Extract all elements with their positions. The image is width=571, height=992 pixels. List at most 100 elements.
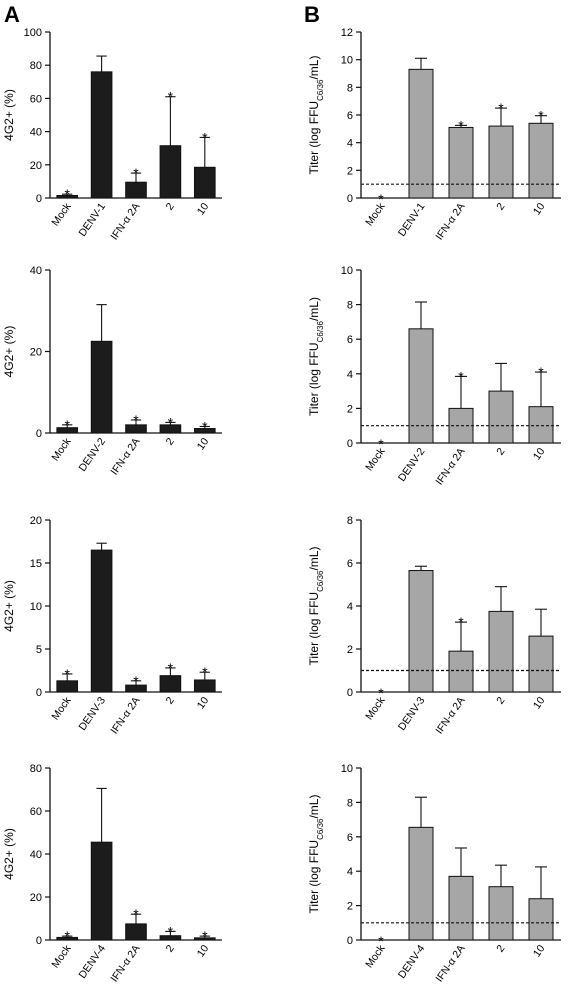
bar-DENV-2 [90,340,113,434]
panel-letter-b: B [304,2,320,27]
x-tick-label: 10 [531,446,548,463]
y-tick-label: 10 [341,55,353,67]
x-tick-label: IFN-α 2A [108,695,142,736]
y-tick-label: 0 [347,193,353,205]
x-tick-label: 2 [164,943,177,955]
x-tick-label: Mock [49,694,74,722]
significance-star: * [168,660,174,676]
y-tick-label: 40 [30,127,42,139]
x-tick-label: IFN-α 2A [433,201,467,242]
significance-star: * [498,100,504,116]
y-axis-title-end: /mL) [307,547,321,571]
x-tick-label: DENV-2 [396,446,428,484]
significance-star: * [133,412,139,428]
y-axis-title-main: Titer (log FFU [307,101,321,175]
y-tick-label: 10 [341,763,353,775]
x-tick-label: Mock [363,694,388,722]
y-tick-label: 2 [347,165,353,177]
x-tick-label: 10 [531,695,548,712]
y-tick-label: 8 [347,515,353,527]
x-tick-label: IFN-α 2A [433,446,467,487]
bar-10 [193,166,216,199]
x-tick-label: Mock [49,435,74,463]
y-tick-label: 2 [347,644,353,656]
y-axis-title: Titer (log FFUC6/36/mL) [307,547,325,666]
bar-2 [159,145,182,199]
x-tick-label: IFN-α 2A [108,943,142,984]
y-tick-label: 0 [347,687,353,699]
x-tick-label: Mock [363,445,388,473]
y-tick-label: 15 [30,558,42,570]
y-tick-label: 0 [347,935,353,947]
y-axis-title-main: 4G2+ (%) [2,828,16,880]
y-tick-label: 6 [347,334,353,346]
bar-IFN-α 2A [448,126,474,199]
bar-10 [528,406,554,444]
y-axis-title-main: Titer (log FFU [307,840,321,914]
x-tick-label: 2 [164,436,177,448]
y-axis-title: Titer (log FFUC6/36/mL) [307,795,325,914]
x-tick-label: IFN-α 2A [108,201,142,242]
x-tick-label: 2 [494,446,507,458]
significance-star: * [458,614,464,630]
y-axis-title: 4G2+ (%) [2,828,16,880]
y-axis-title: Titer (log FFUC6/36/mL) [307,297,325,416]
bar-2 [488,125,514,199]
bar-DENV-1 [408,68,434,199]
y-tick-label: 20 [30,347,42,359]
bar-10 [193,679,216,693]
y-tick-label: 2 [347,403,353,415]
x-tick-label: DENV-4 [76,943,108,981]
y-tick-label: 8 [347,300,353,312]
y-tick-label: 4 [347,601,353,613]
y-tick-label: 10 [341,265,353,277]
bar-DENV-4 [90,841,113,941]
y-tick-label: 5 [36,644,42,656]
significance-star: * [133,673,139,689]
significance-star: * [458,117,464,133]
significance-star: * [64,417,70,433]
x-tick-label: DENV-1 [76,201,108,239]
y-tick-label: 12 [341,27,353,39]
y-axis-title-main: 4G2+ (%) [2,580,16,632]
y-axis-title: 4G2+ (%) [2,326,16,378]
x-tick-label: DENV-3 [76,695,108,733]
y-axis-title-main: Titer (log FFU [307,592,321,666]
y-tick-label: 4 [347,138,353,150]
bar-IFN-α 2A [448,650,474,693]
y-axis-title-end: /mL) [307,56,321,80]
y-tick-label: 4 [347,369,353,381]
bar-DENV-3 [90,549,113,693]
bar-DENV-1 [90,71,113,199]
significance-star: * [378,685,384,701]
significance-star: * [202,129,208,145]
x-tick-label: 10 [531,943,548,960]
x-tick-label: DENV-3 [396,695,428,733]
y-tick-label: 40 [30,849,42,861]
significance-star: * [64,666,70,682]
y-tick-label: 2 [347,901,353,913]
significance-star: * [64,186,70,202]
bar-DENV-3 [408,570,434,693]
y-axis-title-main: 4G2+ (%) [2,326,16,378]
y-tick-label: 10 [30,601,42,613]
chart-3: 0 20 40 4G2+ (%) * Mock DENV-2 * IFN-α 2A * 2 * 10 [2,265,222,477]
x-tick-label: 2 [494,201,507,213]
y-tick-label: 6 [347,110,353,122]
x-tick-label: 2 [494,695,507,707]
bar-DENV-2 [408,328,434,444]
x-tick-label: 2 [164,201,177,213]
y-axis-title-end: /mL) [307,795,321,819]
x-tick-label: 10 [195,695,212,712]
y-axis-title-end: /mL) [307,297,321,321]
bar-10 [528,122,554,199]
significance-star: * [202,418,208,434]
significance-star: * [64,928,70,944]
y-axis-title-subscript: C6/36 [316,818,325,840]
significance-star: * [168,923,174,939]
chart-8: 0 2 4 6 8 10 Titer (log FFUC6/36/mL) *Mock DENV-… [307,763,561,984]
